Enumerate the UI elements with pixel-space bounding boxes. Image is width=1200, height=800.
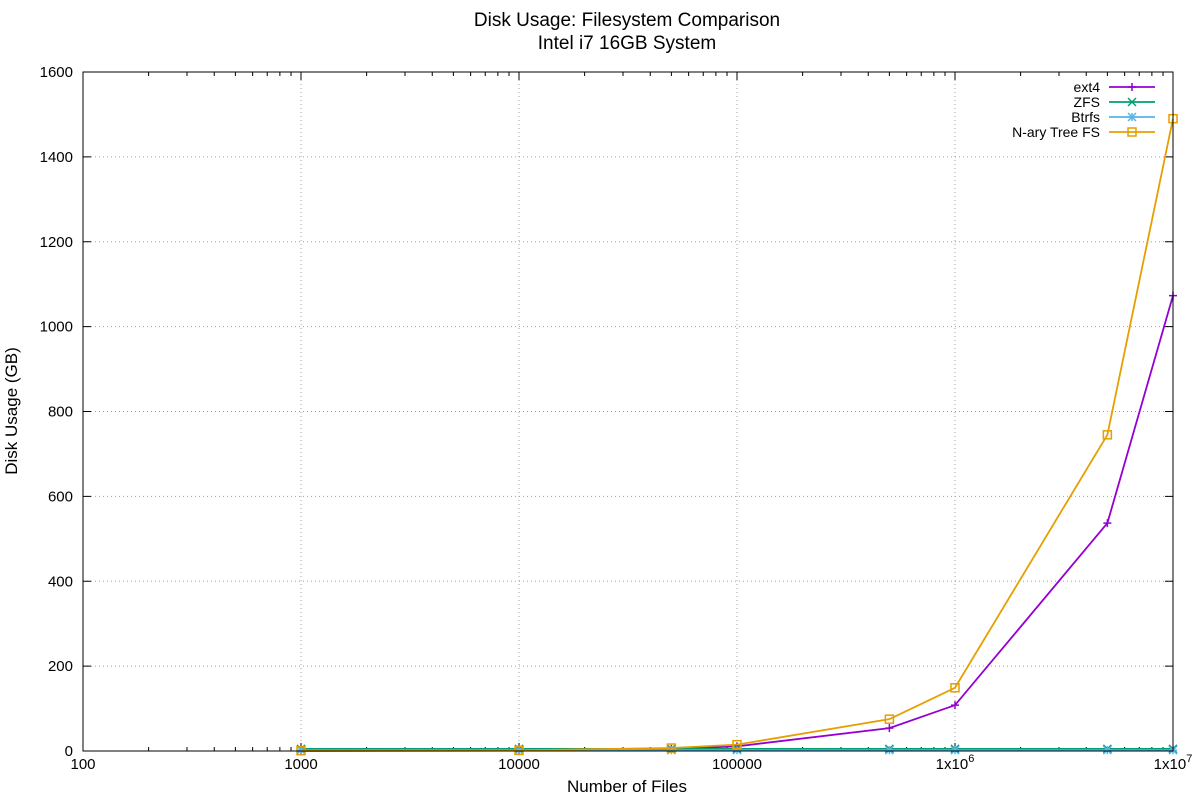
legend-label: ZFS — [1074, 94, 1100, 110]
series-line-ext4 — [300, 295, 1174, 752]
legend-marker — [1127, 112, 1137, 122]
data-point-ext4 — [951, 701, 959, 710]
y-tick-label: 1400 — [40, 149, 73, 166]
x-tick-label: 1x106 — [936, 753, 975, 773]
legend-label: Btrfs — [1071, 109, 1100, 125]
legend-marker — [1127, 127, 1137, 137]
y-tick-label: 400 — [48, 573, 73, 590]
data-point-btrfs — [950, 745, 960, 755]
grid — [83, 72, 1173, 751]
y-axis-label: Disk Usage (GB) — [2, 347, 21, 475]
y-tick-label: 1600 — [40, 64, 73, 81]
y-tick-label: 1000 — [40, 319, 73, 336]
y-tick-label: 1200 — [40, 234, 73, 251]
legend-item-btrfs: Btrfs — [1071, 109, 1155, 125]
data-point-ext4 — [885, 724, 894, 733]
plot-frame — [82, 71, 1174, 752]
data-point-n-ary-tree-fs — [884, 714, 895, 724]
legend-item-n-ary-tree-fs: N-ary Tree FS — [1012, 124, 1155, 140]
chart-title: Disk Usage: Filesystem Comparison — [474, 10, 780, 31]
data-point-n-ary-tree-fs — [950, 683, 960, 693]
data-point-btrfs — [1102, 745, 1112, 755]
data-point-ext4 — [1103, 519, 1112, 528]
data-point-btrfs — [732, 745, 742, 755]
data-point-n-ary-tree-fs — [666, 743, 677, 753]
y-tick-label: 800 — [48, 404, 73, 421]
x-tick-label: 1000 — [284, 756, 317, 773]
x-tick-label: 100 — [70, 756, 95, 773]
data-point-n-ary-tree-fs — [514, 745, 524, 756]
x-axis-label: Number of Files — [567, 777, 687, 796]
data-point-btrfs — [884, 745, 894, 755]
legend-item-zfs: ZFS — [1074, 94, 1155, 110]
plot-series — [296, 113, 1178, 756]
legend-label: N-ary Tree FS — [1012, 124, 1100, 140]
x-tick-label: 10000 — [498, 756, 540, 773]
legend-item-ext4: ext4 — [1074, 79, 1155, 95]
legend-marker — [1128, 83, 1136, 91]
data-point-n-ary-tree-fs — [732, 739, 742, 750]
x-tick-label: 1x107 — [1154, 753, 1193, 773]
x-tick-label: 100000 — [712, 756, 762, 773]
data-point-n-ary-tree-fs — [1102, 430, 1113, 440]
legend-label: ext4 — [1074, 79, 1101, 95]
legend-marker — [1127, 97, 1137, 107]
chart-subtitle: Intel i7 16GB System — [538, 33, 716, 54]
y-tick-label: 200 — [48, 658, 73, 675]
axis-ticks: 0 200 400 600 800 1000 1200 1400 1600 100 1000 1000… — [40, 64, 1193, 773]
y-tick-label: 600 — [48, 488, 73, 505]
series-line-n-ary-tree-fs — [300, 118, 1174, 752]
y-tick-label: 0 — [65, 743, 73, 760]
